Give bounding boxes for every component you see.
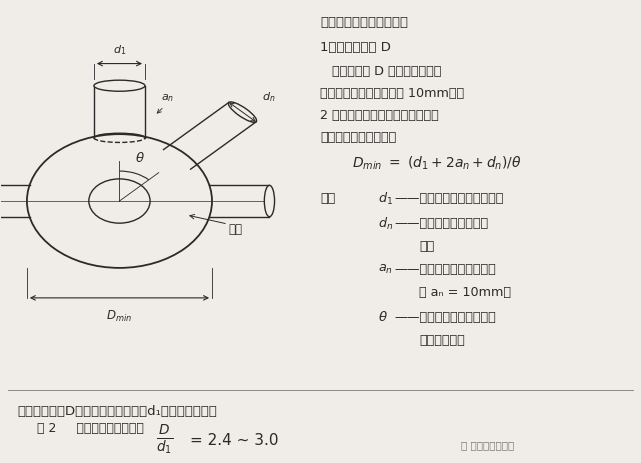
Text: 角（弧度）。: 角（弧度）。: [419, 333, 465, 346]
Text: 空心球直径 D 应使球面上相邻: 空心球直径 D 应使球面上相邻: [320, 65, 442, 78]
Text: $\theta$: $\theta$: [135, 151, 146, 165]
Text: $a_n$: $a_n$: [378, 263, 393, 276]
Ellipse shape: [94, 81, 145, 92]
Text: 焊接空心球的构造要求：: 焊接空心球的构造要求：: [320, 16, 408, 29]
Text: $d_n$: $d_n$: [378, 215, 393, 231]
Text: $d_1$: $d_1$: [113, 44, 126, 57]
Text: 取 aₙ = 10mm；: 取 aₙ = 10mm；: [419, 286, 512, 299]
Text: $\frac{D}{d_1}$: $\frac{D}{d_1}$: [156, 423, 172, 456]
Text: 式中: 式中: [320, 192, 336, 205]
Ellipse shape: [228, 103, 256, 123]
Ellipse shape: [264, 186, 274, 217]
Text: $\theta$: $\theta$: [378, 310, 388, 324]
Text: 1）空心球外径 D: 1）空心球外径 D: [320, 41, 392, 54]
Text: 球体: 球体: [228, 223, 242, 236]
Text: $d_1$: $d_1$: [378, 190, 393, 206]
Text: 空心球外径（D）与连接钢管外径（d₁）之比一般为：: 空心球外径（D）与连接钢管外径（d₁）之比一般为：: [17, 405, 217, 418]
Text: 小直径可按下式计算：: 小直径可按下式计算：: [320, 131, 397, 144]
Text: 图 2     空心球相邻杆件钔管: 图 2 空心球相邻杆件钔管: [37, 420, 144, 433]
Text: 2 ），为了保证净距，空心球的最: 2 ），为了保证净距，空心球的最: [320, 109, 439, 122]
Text: 🔰 钔结构技术资讯: 🔰 钔结构技术资讯: [461, 439, 514, 449]
Text: 径；: 径；: [419, 240, 435, 253]
Text: 钢管杆件间的净距不小于 10mm（图: 钢管杆件间的净距不小于 10mm（图: [320, 87, 465, 100]
Text: $D_{min}\ =\ (d_1 + 2a_n + d_n)/\theta$: $D_{min}\ =\ (d_1 + 2a_n + d_n)/\theta$: [353, 155, 522, 172]
Text: ——两相邻钢管间的净距，: ——两相邻钢管间的净距，: [394, 263, 495, 276]
Text: ——两相邻钢管的较小外: ——两相邻钢管的较小外: [394, 217, 488, 230]
Text: $D_{min}$: $D_{min}$: [106, 308, 133, 324]
Text: $a_n$: $a_n$: [161, 92, 174, 104]
Text: $d_n$: $d_n$: [262, 90, 275, 104]
Text: = 2.4 ~ 3.0: = 2.4 ~ 3.0: [190, 432, 278, 447]
Text: ——两相邻钢管的较大外径；: ——两相邻钢管的较大外径；: [394, 192, 503, 205]
Text: ——两相邻杆件轴线间的夹: ——两相邻杆件轴线间的夹: [394, 310, 495, 323]
